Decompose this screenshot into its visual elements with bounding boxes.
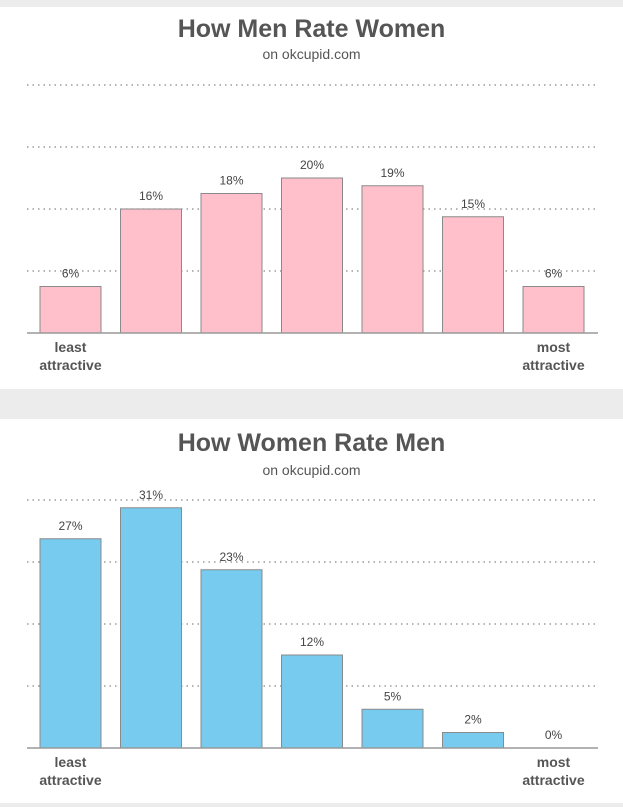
chart-panel-men-rate-women: How Men Rate Women on okcupid.com 6% 16% 1…: [0, 7, 623, 389]
bar-chart-women-rate-men: 27% 31% 23% 12% 5% 2% 0% least attractive most att…: [27, 488, 598, 788]
data-label-6: 2%: [464, 713, 482, 727]
bar-3: [200, 569, 263, 749]
x-label-least-attractive: least attractive: [39, 754, 101, 788]
bar-6: [442, 216, 504, 334]
data-label-5: 5%: [384, 689, 402, 703]
chart-panel-women-rate-men: How Women Rate Men on okcupid.com 27% 31%…: [0, 419, 623, 803]
chart-title: How Men Rate Women: [177, 15, 446, 43]
bar-3: [200, 193, 263, 334]
data-label-4: 12%: [300, 635, 324, 649]
data-label-7: 6%: [545, 267, 563, 281]
bar-6: [442, 732, 504, 749]
x-label-most-attractive: most attractive: [522, 754, 584, 788]
bar-1: [39, 538, 102, 749]
data-label-7: 0%: [545, 728, 563, 742]
data-label-2: 16%: [139, 189, 163, 203]
chart-subtitle: on okcupid.com: [262, 46, 361, 62]
bar-5: [361, 185, 424, 334]
bar-4: [281, 177, 343, 334]
x-label-least-attractive: least attractive: [39, 339, 101, 373]
data-label-1: 6%: [62, 267, 80, 281]
x-label-most-attractive: most attractive: [522, 339, 584, 373]
data-label-4: 20%: [300, 158, 324, 172]
data-label-1: 27%: [58, 519, 82, 533]
data-label-3: 23%: [219, 550, 243, 564]
bar-1: [39, 286, 102, 334]
bar-7: [522, 286, 585, 334]
data-label-6: 15%: [461, 197, 485, 211]
bar-5: [361, 708, 424, 749]
data-label-2: 31%: [139, 488, 163, 502]
chart-subtitle: on okcupid.com: [262, 462, 361, 478]
chart-title: How Women Rate Men: [177, 429, 446, 457]
data-label-5: 19%: [380, 166, 404, 180]
data-label-3: 18%: [219, 174, 243, 188]
bar-chart-men-rate-women: 6% 16% 18% 20% 19% 15% 6% least attractive most at…: [27, 84, 598, 373]
bar-2: [120, 507, 182, 749]
bar-2: [120, 208, 182, 334]
bar-4: [281, 654, 343, 749]
